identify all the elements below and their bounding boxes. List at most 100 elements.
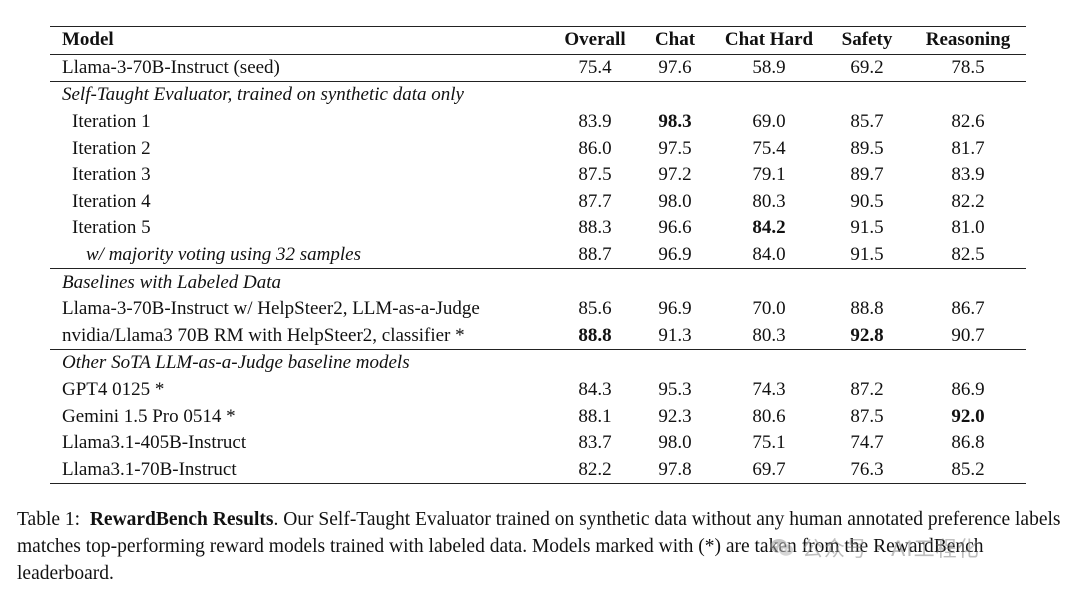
- table-row: nvidia/Llama3 70B RM with HelpSteer2, cl…: [50, 323, 1026, 350]
- score-cell-overall: 85.6: [578, 298, 612, 320]
- score-cell-overall: 88.1: [578, 405, 612, 427]
- score-cell-overall: 82.2: [578, 458, 612, 480]
- table-row: Llama-3-70B-Instruct (seed) 75.4 97.6 58.9 6…: [50, 54, 1026, 82]
- header-safety: Safety: [841, 29, 893, 51]
- score-cell-chat-hard: 80.6: [752, 405, 786, 427]
- score-cell-chat: 97.8: [658, 458, 692, 480]
- score-cell-overall: 87.7: [578, 190, 612, 212]
- score-cell-chat-hard: 80.3: [752, 190, 786, 212]
- table-row: Llama3.1-405B-Instruct 83.7 98.0 75.1 74.7 86…: [50, 430, 1026, 457]
- score-cell-reasoning: 78.5: [951, 56, 985, 78]
- score-cell-overall: 83.9: [578, 111, 612, 133]
- score-cell-reasoning: 86.8: [951, 432, 985, 454]
- score-cell-chat-hard: 74.3: [752, 379, 786, 401]
- table-caption: Table 1: RewardBench Results. Our Self-T…: [17, 506, 1067, 587]
- score-cell-chat: 97.2: [658, 164, 692, 186]
- header-chat-hard: Chat Hard: [724, 29, 814, 51]
- model-name-cell: GPT4 0125 *: [62, 379, 165, 401]
- score-cell-safety: 88.8: [850, 298, 884, 320]
- score-cell-chat-hard: 80.3: [752, 324, 786, 346]
- header-model: Model: [62, 29, 114, 51]
- model-name-cell: w/ majority voting using 32 samples: [86, 244, 361, 266]
- score-cell-chat-hard: 75.1: [752, 432, 786, 454]
- rewardbench-results-table: Model Overall Chat Chat Hard Safety Reas…: [50, 26, 1026, 484]
- score-cell-reasoning: 82.2: [951, 190, 985, 212]
- table-row: Iteration 1 83.9 98.3 69.0 85.7 82.6: [50, 109, 1026, 136]
- score-cell-chat: 96.9: [658, 244, 692, 266]
- section-title: Other SoTA LLM-as-a-Judge baseline model…: [62, 352, 410, 374]
- score-cell-safety: 90.5: [850, 190, 884, 212]
- score-cell-safety: 92.8: [850, 324, 884, 346]
- caption-text: . Our Self-Taught Evaluator trained on s…: [17, 509, 1061, 584]
- score-cell-chat: 92.3: [658, 405, 692, 427]
- model-name-cell: Iteration 4: [72, 190, 151, 212]
- section-title: Baselines with Labeled Data: [62, 271, 282, 293]
- model-name-cell: Gemini 1.5 Pro 0514 *: [62, 405, 236, 427]
- score-cell-overall: 75.4: [578, 56, 612, 78]
- score-cell-overall: 87.5: [578, 164, 612, 186]
- score-cell-overall: 88.3: [578, 217, 612, 239]
- score-cell-chat: 96.6: [658, 217, 692, 239]
- score-cell-reasoning: 81.0: [951, 217, 985, 239]
- table-row: w/ majority voting using 32 samples 88.7 9…: [50, 242, 1026, 269]
- score-cell-chat-hard: 69.7: [752, 458, 786, 480]
- score-cell-safety: 85.7: [850, 111, 884, 133]
- score-cell-reasoning: 81.7: [951, 137, 985, 159]
- score-cell-chat-hard: 84.2: [752, 217, 786, 239]
- score-cell-overall: 88.7: [578, 244, 612, 266]
- score-cell-chat: 95.3: [658, 379, 692, 401]
- score-cell-overall: 83.7: [578, 432, 612, 454]
- table-row: Iteration 4 87.7 98.0 80.3 90.5 82.2: [50, 189, 1026, 216]
- score-cell-safety: 91.5: [850, 244, 884, 266]
- model-name-cell: Llama-3-70B-Instruct w/ HelpSteer2, LLM-…: [62, 298, 480, 320]
- score-cell-chat-hard: 79.1: [752, 164, 786, 186]
- score-cell-chat: 98.0: [658, 432, 692, 454]
- score-cell-reasoning: 92.0: [951, 405, 985, 427]
- score-cell-overall: 84.3: [578, 379, 612, 401]
- table-body: Llama-3-70B-Instruct (seed) 75.4 97.6 58.9 6…: [50, 54, 1026, 484]
- score-cell-reasoning: 86.9: [951, 379, 985, 401]
- score-cell-safety: 74.7: [850, 432, 884, 454]
- table-row: Llama3.1-70B-Instruct 82.2 97.8 69.7 76.3 85.…: [50, 457, 1026, 484]
- score-cell-reasoning: 83.9: [951, 164, 985, 186]
- score-cell-safety: 89.5: [850, 137, 884, 159]
- table-row: Iteration 5 88.3 96.6 84.2 91.5 81.0: [50, 215, 1026, 242]
- section-header-row: Self-Taught Evaluator, trained on synthe…: [50, 81, 1026, 109]
- score-cell-chat-hard: 70.0: [752, 298, 786, 320]
- caption-bold-title: RewardBench Results: [89, 509, 274, 530]
- model-name-cell: Iteration 1: [72, 111, 151, 133]
- table-row: Iteration 2 86.0 97.5 75.4 89.5 81.7: [50, 135, 1026, 162]
- table-header-row: Model Overall Chat Chat Hard Safety Reas…: [50, 26, 1026, 55]
- wechat-icon: [770, 537, 794, 559]
- model-name-cell: Iteration 3: [72, 164, 151, 186]
- table-row: Iteration 3 87.5 97.2 79.1 89.7 83.9: [50, 162, 1026, 189]
- model-name-cell: Llama-3-70B-Instruct (seed): [62, 56, 280, 78]
- model-name-cell: Llama3.1-405B-Instruct: [62, 432, 247, 454]
- caption-label: Table 1:: [17, 509, 81, 530]
- score-cell-safety: 87.2: [850, 379, 884, 401]
- score-cell-reasoning: 82.5: [951, 244, 985, 266]
- score-cell-chat-hard: 69.0: [752, 111, 786, 133]
- score-cell-reasoning: 85.2: [951, 458, 985, 480]
- score-cell-overall: 86.0: [578, 137, 612, 159]
- table-row: Llama-3-70B-Instruct w/ HelpSteer2, LLM-…: [50, 296, 1026, 323]
- score-cell-reasoning: 90.7: [951, 324, 985, 346]
- results-table-container: Model Overall Chat Chat Hard Safety Reas…: [50, 26, 1026, 484]
- score-cell-overall: 88.8: [578, 324, 612, 346]
- score-cell-chat: 97.6: [658, 56, 692, 78]
- score-cell-chat-hard: 75.4: [752, 137, 786, 159]
- score-cell-chat: 96.9: [658, 298, 692, 320]
- score-cell-chat-hard: 58.9: [752, 56, 786, 78]
- table-row: Gemini 1.5 Pro 0514 * 88.1 92.3 80.6 87.5 92.…: [50, 403, 1026, 430]
- score-cell-safety: 87.5: [850, 405, 884, 427]
- score-cell-chat: 91.3: [658, 324, 692, 346]
- model-name-cell: Llama3.1-70B-Instruct: [62, 458, 237, 480]
- header-chat: Chat: [654, 29, 696, 51]
- score-cell-safety: 89.7: [850, 164, 884, 186]
- model-name-cell: nvidia/Llama3 70B RM with HelpSteer2, cl…: [62, 324, 465, 346]
- score-cell-safety: 91.5: [850, 217, 884, 239]
- score-cell-reasoning: 86.7: [951, 298, 985, 320]
- header-overall: Overall: [564, 29, 626, 51]
- score-cell-reasoning: 82.6: [951, 111, 985, 133]
- watermark-text: 公众号 · AI工程化: [802, 537, 980, 561]
